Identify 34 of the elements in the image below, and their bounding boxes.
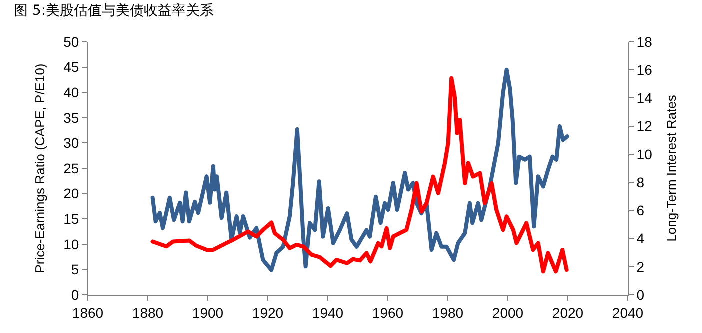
x-tick-label: 2040 <box>612 304 644 321</box>
x-tick-label: 1960 <box>372 304 404 321</box>
y-tick-label: 10 <box>64 236 80 252</box>
y-tick-label: 35 <box>64 110 80 126</box>
chart-title: 图 5:美股估值与美债收益率关系 <box>14 2 214 19</box>
y-tick-label: 40 <box>64 84 80 100</box>
y-tick-label: 30 <box>64 135 80 152</box>
y-tick-label: 5 <box>71 262 80 278</box>
y-tick-label: 25 <box>64 160 80 176</box>
y2-tick-label: 14 <box>636 90 653 106</box>
x-tick-label: 1920 <box>252 304 284 321</box>
y2-tick-label: 12 <box>636 118 653 134</box>
x-tick-label: 1860 <box>72 304 104 321</box>
y2-tick-label: 18 <box>636 34 653 50</box>
y2-tick-label: 0 <box>636 286 645 303</box>
y-tick-label: 50 <box>64 34 80 50</box>
y-axis-title: Price-Earnings Ratio (CAPE, P/E10) <box>32 64 48 274</box>
y2-tick-label: 2 <box>636 258 645 275</box>
x-tick-label: 1880 <box>132 304 164 321</box>
y2-axis-title: Long-Term Interest Rates <box>664 94 680 242</box>
y2-tick-label: 16 <box>636 62 653 78</box>
y2-tick-label: 10 <box>636 146 653 162</box>
x-tick-label: 2000 <box>492 304 524 321</box>
x-tick-label: 1980 <box>432 304 464 321</box>
x-tick-label: 2020 <box>552 304 584 321</box>
y-tick-label: 0 <box>71 286 80 303</box>
x-tick-label: 1900 <box>192 304 224 321</box>
y2-tick-label: 8 <box>636 174 645 190</box>
y2-tick-label: 4 <box>636 230 645 247</box>
y2-tick-label: 6 <box>636 202 645 219</box>
y-tick-label: 45 <box>64 59 80 76</box>
x-tick-label: 1940 <box>312 304 344 321</box>
y-tick-label: 15 <box>64 211 80 227</box>
y-tick-label: 20 <box>64 186 80 202</box>
